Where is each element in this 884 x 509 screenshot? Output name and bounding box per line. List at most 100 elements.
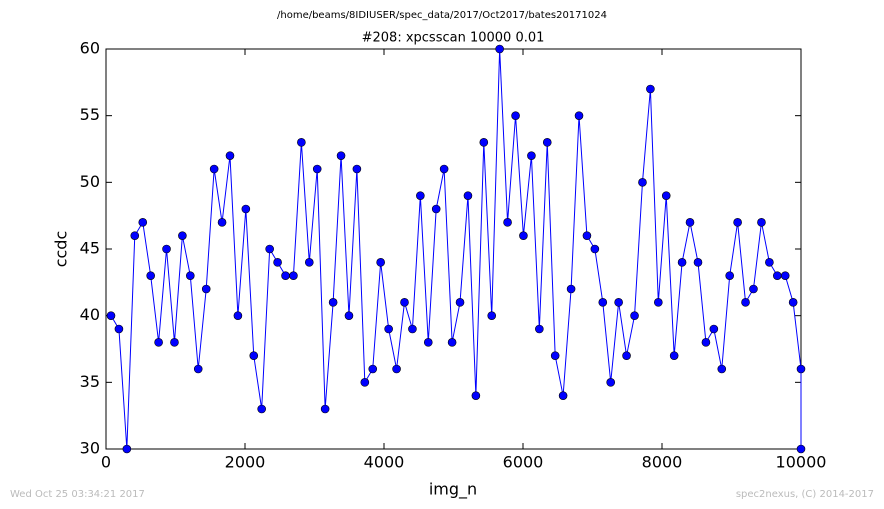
marker — [416, 191, 425, 200]
marker — [701, 338, 711, 347]
marker — [320, 404, 330, 414]
y-tick-label: 45 — [80, 239, 100, 258]
marker — [535, 324, 544, 334]
marker — [542, 138, 552, 147]
marker — [162, 244, 171, 254]
marker — [511, 111, 520, 120]
marker — [297, 138, 306, 147]
marker — [598, 298, 608, 307]
x-tick-label: 0 — [101, 453, 111, 472]
marker — [201, 284, 211, 294]
marker — [677, 258, 687, 267]
marker — [344, 311, 354, 320]
marker — [479, 138, 489, 147]
marker — [487, 311, 497, 320]
marker — [669, 351, 679, 360]
marker — [328, 298, 338, 307]
x-tick-label: 8000 — [642, 453, 683, 472]
marker — [574, 111, 584, 120]
marker — [273, 258, 282, 267]
marker — [773, 271, 782, 280]
footer-left: Wed Oct 25 03:34:21 2017 — [10, 489, 145, 500]
marker — [503, 218, 512, 227]
marker — [614, 298, 623, 307]
chart-title: #208: xpcsscan 10000 0.01 — [362, 31, 545, 46]
marker — [312, 164, 322, 174]
marker — [709, 324, 719, 334]
marker — [304, 258, 314, 267]
marker — [455, 298, 465, 307]
y-tick-label: 50 — [80, 172, 100, 191]
marker — [654, 298, 663, 307]
marker — [558, 391, 568, 400]
marker — [717, 364, 727, 374]
marker — [796, 364, 806, 374]
marker — [170, 338, 179, 347]
marker — [217, 218, 227, 227]
suptitle: /home/beams/8IDIUSER/spec_data/2017/Oct2… — [277, 10, 607, 21]
y-tick-label: 60 — [80, 39, 100, 58]
marker — [733, 218, 742, 227]
marker — [289, 271, 298, 280]
marker — [146, 271, 155, 280]
marker — [638, 178, 647, 187]
marker — [352, 164, 362, 174]
plot-frame — [105, 48, 802, 450]
y-tick-label: 55 — [80, 105, 100, 124]
marker — [796, 444, 806, 454]
y-tick-label: 40 — [80, 305, 100, 324]
marker — [566, 284, 576, 294]
marker — [392, 364, 401, 374]
x-tick-label: 10000 — [776, 453, 827, 472]
marker — [788, 298, 798, 307]
x-tick-label: 6000 — [503, 453, 544, 472]
marker — [693, 258, 703, 267]
marker — [423, 338, 433, 347]
marker — [749, 284, 758, 294]
y-tick-label: 30 — [80, 439, 100, 458]
marker — [130, 231, 140, 240]
y-axis-label: ccdc — [52, 231, 71, 268]
marker — [590, 244, 600, 254]
marker — [408, 324, 417, 334]
marker — [431, 204, 441, 214]
marker — [495, 44, 504, 54]
marker — [765, 258, 774, 267]
marker — [265, 244, 274, 254]
marker — [336, 151, 346, 160]
marker — [122, 444, 132, 454]
marker — [622, 351, 631, 360]
marker — [193, 364, 203, 374]
marker — [360, 378, 370, 387]
marker — [606, 378, 616, 387]
marker — [527, 151, 536, 160]
marker — [685, 218, 695, 227]
x-axis-label: img_n — [429, 480, 477, 500]
marker — [447, 338, 457, 347]
marker — [463, 191, 473, 200]
marker — [630, 311, 639, 320]
x-tick-label: 2000 — [225, 453, 266, 472]
marker — [661, 191, 671, 200]
footer-right: spec2nexus, (C) 2014-2017 — [736, 489, 874, 500]
marker — [384, 324, 393, 334]
marker — [233, 311, 243, 320]
marker — [249, 351, 259, 360]
marker — [582, 231, 592, 240]
marker — [757, 218, 766, 227]
marker — [439, 164, 449, 174]
x-tick-label: 4000 — [364, 453, 405, 472]
marker — [471, 391, 481, 400]
marker — [780, 271, 790, 280]
marker — [241, 204, 251, 214]
marker — [178, 231, 187, 240]
marker — [368, 364, 378, 374]
marker — [741, 298, 750, 307]
marker — [281, 271, 290, 280]
marker — [725, 271, 734, 280]
marker — [400, 298, 409, 307]
marker — [138, 218, 148, 227]
marker — [186, 271, 195, 280]
marker — [114, 324, 124, 334]
